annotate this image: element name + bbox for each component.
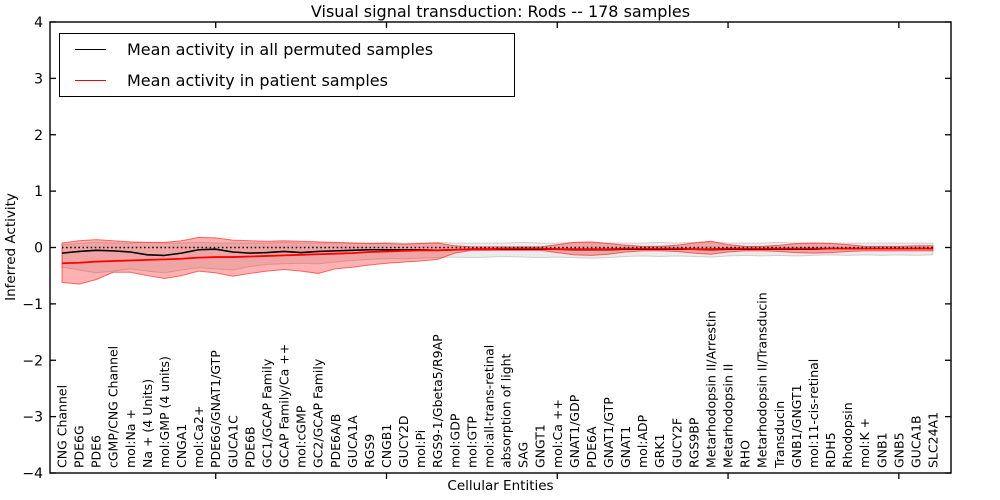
svg-text:GC1/GCAP Family: GC1/GCAP Family [259, 358, 274, 468]
svg-text:mol:Ca ++: mol:Ca ++ [550, 399, 565, 468]
svg-text:−3: −3 [22, 410, 43, 426]
svg-text:Metarhodopsin II/Arrestin: Metarhodopsin II/Arrestin [703, 311, 718, 468]
svg-text:PDE6G: PDE6G [72, 425, 87, 468]
y-axis-label: Inferred Activity [3, 193, 19, 301]
legend-line-sample [75, 79, 106, 81]
svg-text:−4: −4 [22, 466, 43, 482]
svg-text:RGS9-1/Gbeta5/R9AP: RGS9-1/Gbeta5/R9AP [430, 334, 445, 468]
svg-text:GC2/GCAP Family: GC2/GCAP Family [311, 358, 326, 468]
svg-text:0: 0 [34, 241, 43, 257]
svg-text:mol:11-cis-retinal: mol:11-cis-retinal [806, 359, 821, 468]
svg-text:GNB1/GNGT1: GNB1/GNGT1 [789, 384, 804, 468]
svg-text:mol:GDP: mol:GDP [447, 413, 462, 468]
svg-text:GCAP Family/Ca ++: GCAP Family/Ca ++ [277, 344, 292, 468]
svg-text:mol:Pi: mol:Pi [413, 430, 428, 468]
svg-text:PDE6B: PDE6B [242, 426, 257, 468]
svg-text:−1: −1 [22, 297, 43, 313]
svg-text:CNGB1: CNGB1 [379, 424, 394, 468]
svg-text:mol:all-trans-retinal: mol:all-trans-retinal [481, 345, 496, 468]
legend-box: Mean activity in all permuted samples Me… [59, 33, 515, 97]
svg-text:cGMP/CNG Channel: cGMP/CNG Channel [106, 346, 121, 468]
legend-entry-patient: Mean activity in patient samples [60, 65, 514, 95]
svg-text:3: 3 [34, 71, 43, 87]
svg-text:CNGA1: CNGA1 [174, 424, 189, 468]
svg-text:GUCY2D: GUCY2D [396, 415, 411, 468]
svg-text:SAG: SAG [516, 442, 531, 468]
svg-text:absorption of light: absorption of light [499, 353, 514, 468]
svg-text:GNAT1: GNAT1 [618, 426, 633, 468]
svg-text:GNAT1/GTP: GNAT1/GTP [601, 397, 616, 468]
svg-text:CNG Channel: CNG Channel [55, 385, 70, 468]
svg-text:mol:K +: mol:K + [857, 418, 872, 468]
svg-text:Transducin: Transducin [772, 401, 787, 469]
svg-text:RGS9BP: RGS9BP [686, 417, 701, 468]
svg-text:SLC24A1: SLC24A1 [926, 412, 941, 468]
svg-text:PDE6: PDE6 [89, 435, 104, 468]
svg-text:Rhodopsin: Rhodopsin [840, 402, 855, 468]
svg-text:mol:GTP: mol:GTP [464, 416, 479, 468]
svg-text:RHO: RHO [738, 440, 753, 468]
svg-text:1: 1 [34, 184, 43, 200]
x-axis-label: Cellular Entities [447, 478, 554, 494]
svg-text:GNAT1/GDP: GNAT1/GDP [567, 394, 582, 468]
svg-text:Metarhodopsin II: Metarhodopsin II [721, 364, 736, 468]
svg-text:Na + (4 Units): Na + (4 Units) [140, 379, 155, 468]
svg-text:GUCA1C: GUCA1C [225, 415, 240, 468]
chart-title: Visual signal transduction: Rods -- 178 … [310, 2, 691, 21]
svg-text:mol:Ca2+: mol:Ca2+ [191, 406, 206, 468]
svg-text:GRK1: GRK1 [652, 433, 667, 468]
svg-text:2: 2 [34, 128, 43, 144]
svg-text:RGS9: RGS9 [362, 434, 377, 468]
svg-text:PDE6A: PDE6A [584, 426, 599, 468]
legend-line-sample [75, 49, 106, 51]
svg-text:−2: −2 [22, 353, 43, 369]
svg-text:RDH5: RDH5 [823, 432, 838, 468]
svg-text:GUCA1B: GUCA1B [908, 415, 923, 468]
svg-text:GNGT1: GNGT1 [533, 424, 548, 468]
legend-label: Mean activity in all permuted samples [127, 40, 434, 60]
svg-text:GNB5: GNB5 [891, 432, 906, 468]
svg-text:PDE6A/B: PDE6A/B [328, 414, 343, 468]
legend-entry-permuted: Mean activity in all permuted samples [60, 35, 514, 65]
svg-text:4: 4 [34, 15, 43, 31]
svg-text:GUCY2F: GUCY2F [669, 418, 684, 468]
svg-text:PDE6G/GNAT1/GTP: PDE6G/GNAT1/GTP [208, 350, 223, 468]
svg-text:mol:ADP: mol:ADP [635, 414, 650, 468]
svg-text:mol:cGMP: mol:cGMP [294, 405, 309, 468]
svg-text:mol:GMP (4 units): mol:GMP (4 units) [157, 356, 172, 468]
svg-text:Metarhodopsin II/Transducin: Metarhodopsin II/Transducin [755, 292, 770, 468]
svg-text:GNB1: GNB1 [874, 432, 889, 468]
svg-text:mol:Na +: mol:Na + [123, 409, 138, 468]
svg-text:GUCA1A: GUCA1A [345, 415, 360, 468]
legend-label: Mean activity in patient samples [127, 70, 388, 90]
